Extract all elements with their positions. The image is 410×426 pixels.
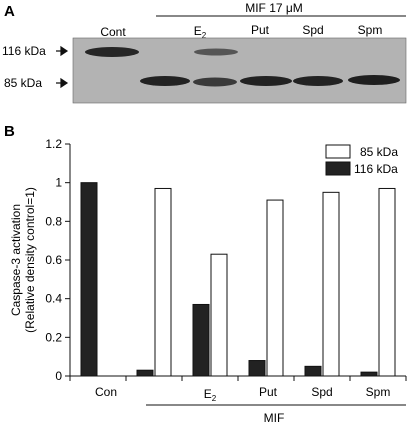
x-label-spd: Spd <box>311 385 332 399</box>
panel-b-label: B <box>4 123 15 140</box>
y-axis-label-line2: (Relative density control=1) <box>23 187 37 333</box>
band-116-e2 <box>194 48 238 56</box>
arrow-116-icon <box>56 45 69 57</box>
y-tick-label: 0 <box>55 369 62 383</box>
y-ticks: 0 0.2 0.4 0.6 0.8 1 1.2 <box>45 137 70 383</box>
lane-label-put: Put <box>251 23 270 37</box>
bar-116-kda <box>192 303 210 377</box>
x-label-e2: E2 <box>204 387 217 403</box>
mif-header: MIF 17 μM <box>245 1 303 15</box>
y-tick-label: 0.6 <box>45 253 62 267</box>
band-85-mif <box>140 76 190 86</box>
bar-116-kda <box>248 360 266 377</box>
y-tick-label: 1.2 <box>45 137 62 151</box>
bar-85-kda <box>154 187 172 377</box>
legend-label-85: 85 kDa <box>360 145 398 159</box>
y-tick-label: 0.2 <box>45 330 62 344</box>
legend-swatch-85 <box>325 144 351 159</box>
band-label-116: 116 kDa <box>2 44 46 58</box>
bar-85-kda <box>266 199 284 377</box>
legend-label-116: 116 kDa <box>354 162 398 176</box>
lane-label-cont: Cont <box>100 25 126 39</box>
legend: 85 kDa 116 kDa <box>325 144 398 176</box>
mif-group-label: MIF <box>264 411 285 425</box>
band-label-85: 85 kDa <box>4 76 42 90</box>
arrow-85-icon <box>56 77 69 89</box>
panel-a-label: A <box>4 3 15 20</box>
x-label-put: Put <box>259 385 278 399</box>
bar-85-kda <box>378 187 396 377</box>
band-85-put <box>240 76 292 86</box>
y-tick-label: 0.4 <box>45 292 62 306</box>
x-label-con: Con <box>95 385 117 399</box>
bar-85-kda <box>210 253 228 377</box>
bar-116-kda <box>360 371 378 377</box>
band-85-spd <box>293 76 343 86</box>
panel-a: A MIF 17 μM Cont E2 Put Spd Spm 116 kDa … <box>2 1 407 104</box>
bar-116-kda <box>136 369 154 377</box>
y-tick-label: 0.8 <box>45 214 62 228</box>
y-axis-label-line1: Caspase-3 activation <box>9 204 23 316</box>
panel-b: B Caspase-3 activation (Relative density… <box>4 123 407 425</box>
bar-116-kda <box>80 182 98 377</box>
x-ticks <box>69 376 407 381</box>
bar-116-kda <box>304 365 322 377</box>
y-tick-label: 1 <box>55 176 62 190</box>
band-116-cont <box>85 47 139 57</box>
band-85-e2 <box>193 77 237 87</box>
y-axis-label: Caspase-3 activation (Relative density c… <box>9 187 37 333</box>
lane-label-e2: E2 <box>194 24 207 40</box>
bar-85-kda <box>322 191 340 377</box>
lane-label-spd: Spd <box>302 23 323 37</box>
bars <box>80 182 396 377</box>
x-label-spm: Spm <box>366 385 391 399</box>
band-85-spm <box>348 75 400 85</box>
lane-label-spm: Spm <box>358 23 383 37</box>
legend-swatch-116 <box>325 161 351 176</box>
